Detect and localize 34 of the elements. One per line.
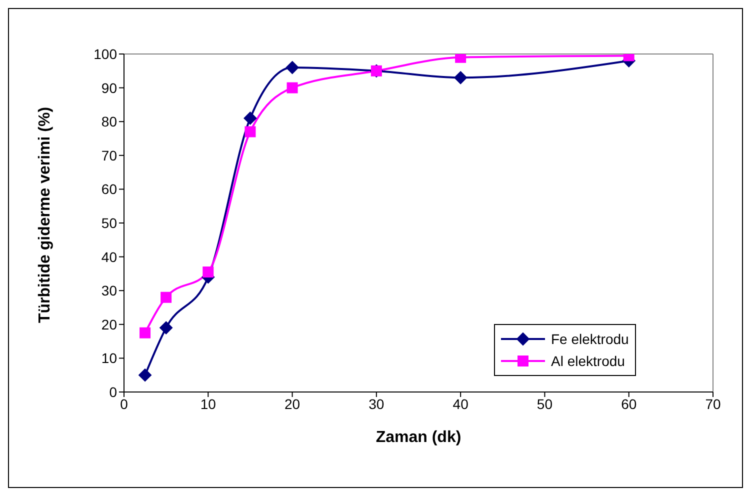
y-tick-label: 30: [101, 282, 118, 299]
x-tick-label: 30: [368, 396, 384, 412]
y-tick-label: 90: [101, 80, 118, 96]
x-tick-label: 10: [200, 396, 216, 412]
x-tick-label: 40: [452, 396, 469, 412]
y-tick-label: 10: [101, 350, 118, 366]
y-tick-label: 20: [101, 316, 118, 332]
y-tick-label: 60: [101, 181, 118, 198]
x-tick-label: 70: [705, 396, 721, 412]
point: [160, 292, 172, 303]
point: [286, 82, 298, 94]
y-tick-label: 50: [101, 214, 118, 231]
point: [455, 54, 466, 63]
point: [244, 126, 256, 138]
point: [160, 321, 173, 334]
x-axis-title: Zaman (dk): [376, 429, 462, 446]
point: [454, 71, 468, 84]
y-tick-label: 0: [109, 384, 118, 400]
legend-label: Fe elektrodu: [551, 331, 629, 347]
y-tick-label: 40: [101, 248, 118, 265]
point: [140, 327, 151, 338]
point: [138, 368, 152, 382]
y-tick-label: 100: [94, 46, 118, 62]
x-tick-label: 0: [120, 396, 128, 412]
point: [244, 112, 257, 125]
point: [202, 266, 214, 278]
y-tick-label: 80: [101, 114, 118, 130]
x-tick-label: 60: [621, 396, 637, 412]
y-tick-label: 70: [101, 147, 118, 164]
x-tick-label: 50: [536, 396, 553, 412]
legend-label: Al elektrodu: [551, 353, 625, 369]
point: [286, 61, 299, 74]
y-axis-title: Türbitide giderme verimi (%): [36, 106, 54, 323]
x-tick-label: 20: [284, 396, 300, 412]
